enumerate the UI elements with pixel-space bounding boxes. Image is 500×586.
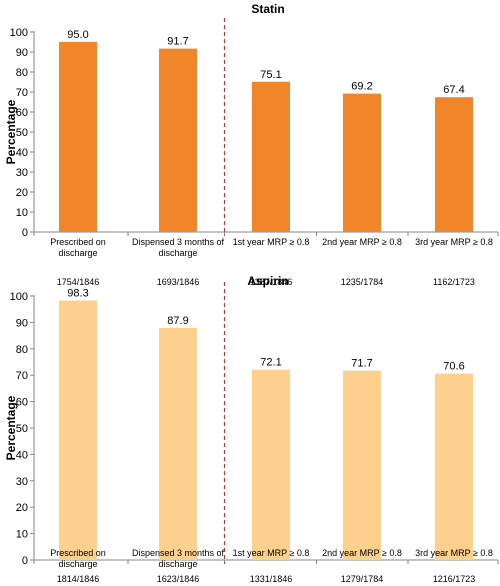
count-label: 1331/1846 [250,574,293,584]
data-label: 71.7 [351,358,372,370]
data-label: 75.1 [260,69,281,81]
data-label: 72.1 [260,357,281,369]
y-tick-label: 90 [16,47,28,59]
y-tick-label: 50 [16,423,28,435]
x-tick-label: Prescribed on [50,548,106,558]
y-tick-label: 30 [16,167,28,179]
bar [435,97,473,232]
bar [252,369,290,560]
count-label: 1162/1723 [433,277,475,287]
y-axis-label: Percentage [4,99,18,164]
y-tick-label: 20 [16,502,28,514]
x-tick-label: Dispensed 3 months of [132,237,225,247]
y-tick-label: 70 [16,87,28,99]
x-tick-label: 1st year MRP ≥ 0.8 [233,237,310,247]
y-tick-label: 30 [16,476,28,488]
chart-title: Aspirin [247,274,288,288]
x-tick-label: discharge [158,559,197,569]
count-label: 1216/1723 [433,574,476,584]
y-tick-label: 40 [16,449,28,461]
y-tick-label: 100 [10,27,28,39]
y-tick-label: 80 [16,67,28,79]
count-label: 1814/1846 [57,574,100,584]
count-label: 1623/1846 [157,574,200,584]
data-label: 70.6 [443,361,464,373]
y-tick-label: 100 [10,291,28,303]
data-label: 98.3 [67,287,88,299]
x-tick-label: discharge [58,248,97,258]
count-label: 1693/1846 [157,277,200,287]
x-tick-label: 3rd year MRP ≥ 0.8 [415,237,493,247]
data-label: 95.0 [67,29,88,41]
y-tick-label: 70 [16,370,28,382]
x-tick-label: discharge [58,559,97,569]
bar [435,373,473,560]
bar [59,42,97,232]
y-tick-label: 0 [22,555,28,567]
y-tick-label: 0 [22,227,28,239]
y-axis-label: Percentage [4,395,18,460]
y-tick-label: 10 [16,207,28,219]
chart-title: Statin [251,2,284,16]
count-label: 1754/1846 [57,277,100,287]
count-label: 1279/1784 [341,574,384,584]
bar [159,327,197,560]
x-tick-label: 2nd year MRP ≥ 0.8 [322,237,402,247]
bar [343,370,381,560]
y-tick-label: 60 [16,397,28,409]
y-tick-label: 80 [16,344,28,356]
x-tick-label: Dispensed 3 months of [132,548,225,558]
data-label: 69.2 [351,81,372,93]
y-tick-label: 20 [16,187,28,199]
data-label: 91.7 [167,36,188,48]
data-label: 87.9 [167,315,188,327]
y-tick-label: 10 [16,529,28,541]
x-tick-label: discharge [158,248,197,258]
x-tick-label: 2nd year MRP ≥ 0.8 [322,548,402,558]
x-tick-label: 1st year MRP ≥ 0.8 [233,548,310,558]
y-tick-label: 50 [16,127,28,139]
count-label: 1235/1784 [341,277,384,287]
data-label: 67.4 [443,84,464,96]
bar [343,93,381,232]
x-tick-label: 3rd year MRP ≥ 0.8 [415,548,493,558]
bar [252,81,290,232]
count-label: 1387/1846 [250,277,293,287]
bar [159,48,197,232]
bar [59,300,97,560]
x-tick-label: Prescribed on [50,237,106,247]
y-tick-label: 40 [16,147,28,159]
y-tick-label: 90 [16,317,28,329]
y-tick-label: 60 [16,107,28,119]
